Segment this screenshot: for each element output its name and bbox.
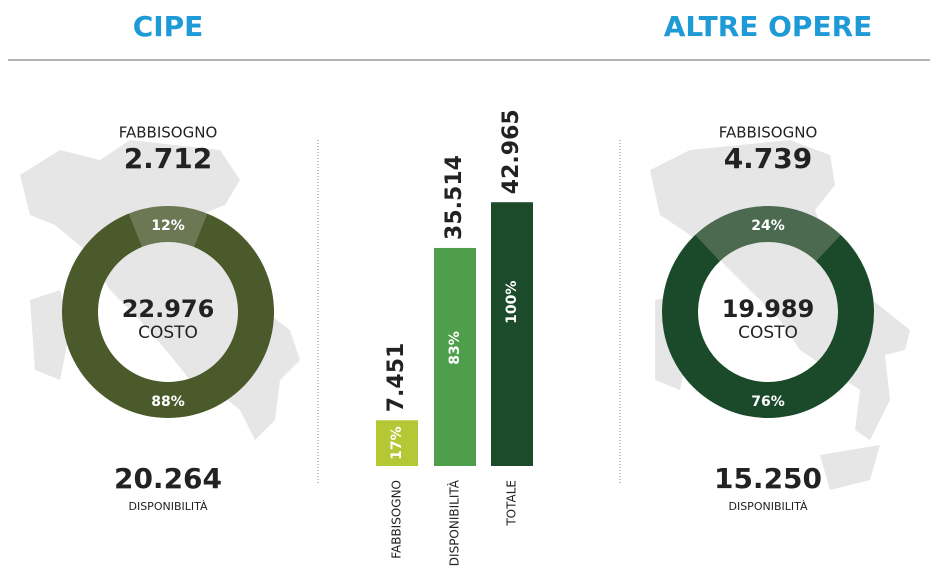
bottom-label: DISPONIBILITÀ: [128, 500, 207, 513]
bar-category: FABBISOGNO: [390, 480, 404, 559]
center-value: 22.976: [122, 295, 215, 323]
bar-category: DISPONIBILITÀ: [447, 479, 462, 566]
bar-percent: 100%: [504, 281, 520, 324]
segment-label: 12%: [151, 218, 185, 234]
top-value: 4.739: [724, 142, 813, 175]
donut-segment: [662, 234, 874, 419]
bar-percent: 17%: [389, 426, 405, 460]
top-label: FABBISOGNO: [119, 124, 218, 142]
title: ALTRE OPERE: [664, 10, 873, 43]
center-label: COSTO: [738, 323, 798, 343]
bottom-value: 20.264: [114, 462, 222, 495]
bottom-label: DISPONIBILITÀ: [728, 500, 807, 513]
center-label: COSTO: [138, 323, 198, 343]
donut-segment: [695, 206, 841, 261]
top-value: 2.712: [124, 142, 213, 175]
donut-segment: [61, 213, 275, 418]
segment-label: 24%: [751, 218, 785, 234]
segment-label: 88%: [151, 394, 185, 410]
bar-percent: 83%: [447, 331, 463, 365]
bottom-value: 15.250: [714, 462, 822, 495]
top-label: FABBISOGNO: [719, 124, 818, 142]
bar-value: 42.965: [499, 109, 524, 194]
donut-segment: [128, 205, 208, 247]
bar: [376, 420, 418, 466]
center-value: 19.989: [722, 295, 815, 323]
title: CIPE: [133, 10, 204, 43]
segment-label: 76%: [751, 394, 785, 410]
bar-value: 7.451: [384, 343, 409, 413]
bar: [491, 202, 533, 466]
bar: [434, 247, 476, 466]
bar-category: TOTALE: [505, 480, 519, 527]
bar-value: 35.514: [442, 155, 467, 240]
